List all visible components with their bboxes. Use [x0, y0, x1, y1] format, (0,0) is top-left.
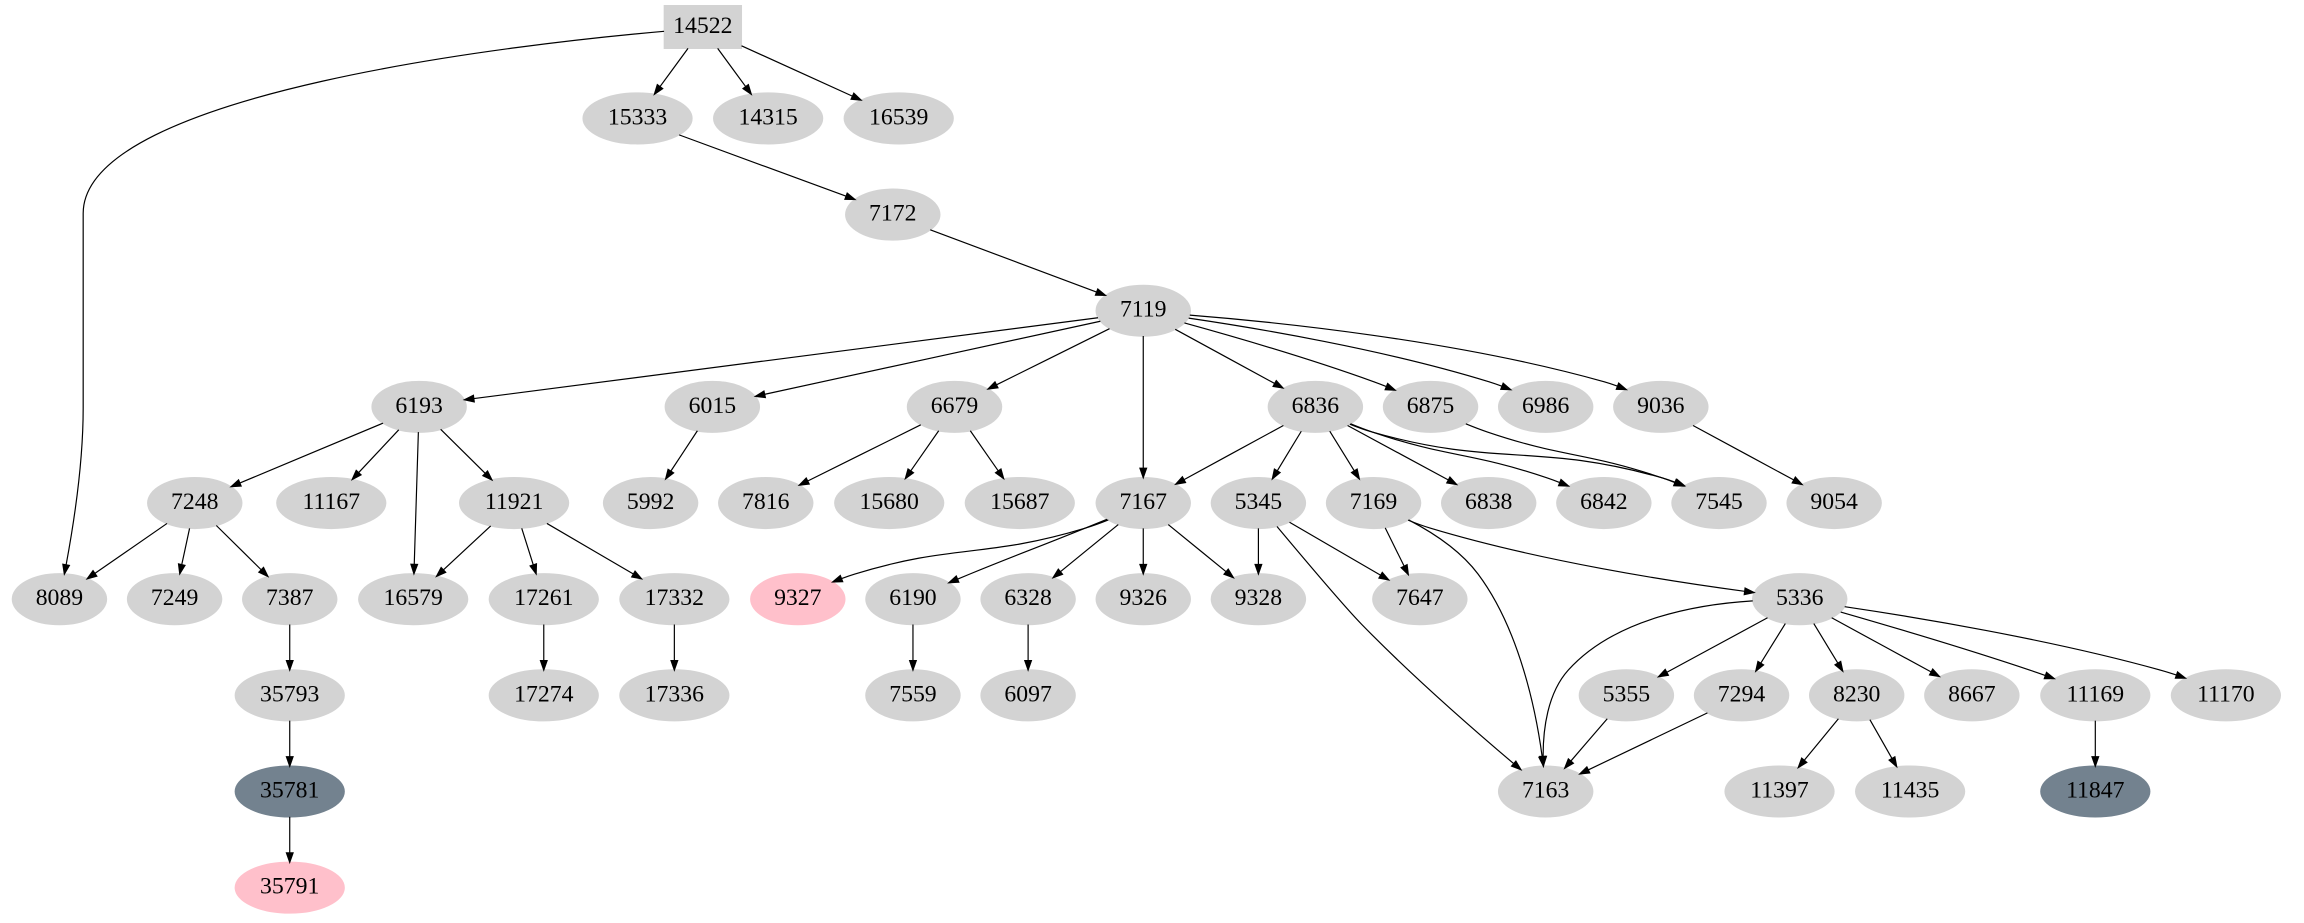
svg-text:5992: 5992: [627, 489, 674, 515]
svg-text:16539: 16539: [869, 104, 928, 130]
svg-text:11167: 11167: [302, 489, 360, 515]
svg-text:6838: 6838: [1465, 489, 1512, 515]
svg-text:15687: 15687: [990, 489, 1049, 515]
svg-text:7249: 7249: [151, 585, 198, 611]
svg-text:6875: 6875: [1407, 393, 1454, 419]
svg-text:17336: 17336: [645, 681, 704, 707]
svg-text:9054: 9054: [1810, 489, 1858, 515]
svg-text:8230: 8230: [1833, 681, 1880, 707]
svg-text:6986: 6986: [1522, 393, 1570, 419]
svg-text:7559: 7559: [889, 681, 936, 707]
svg-text:7816: 7816: [742, 489, 790, 515]
svg-text:8089: 8089: [36, 585, 83, 611]
svg-text:6679: 6679: [931, 393, 978, 419]
svg-text:35793: 35793: [260, 681, 319, 707]
svg-text:7163: 7163: [1522, 777, 1569, 803]
svg-text:5345: 5345: [1235, 489, 1282, 515]
svg-text:9036: 9036: [1637, 393, 1685, 419]
svg-text:35791: 35791: [260, 874, 319, 900]
svg-text:15333: 15333: [608, 104, 667, 130]
svg-text:6190: 6190: [889, 585, 936, 611]
svg-text:9327: 9327: [774, 585, 822, 611]
svg-text:9326: 9326: [1120, 585, 1168, 611]
svg-text:7545: 7545: [1695, 489, 1742, 515]
svg-text:6842: 6842: [1580, 489, 1627, 515]
svg-text:6193: 6193: [395, 393, 442, 419]
svg-text:7294: 7294: [1718, 681, 1766, 707]
svg-text:14522: 14522: [673, 13, 732, 39]
svg-text:15680: 15680: [860, 489, 919, 515]
svg-text:17274: 17274: [514, 681, 573, 707]
svg-text:5355: 5355: [1603, 681, 1650, 707]
svg-text:6015: 6015: [689, 393, 736, 419]
svg-text:17332: 17332: [645, 585, 704, 611]
svg-text:11921: 11921: [485, 489, 543, 515]
svg-text:17261: 17261: [514, 585, 573, 611]
svg-text:6097: 6097: [1004, 681, 1052, 707]
svg-text:7172: 7172: [869, 201, 916, 227]
svg-text:5336: 5336: [1776, 585, 1824, 611]
svg-text:7169: 7169: [1350, 489, 1397, 515]
svg-text:16579: 16579: [384, 585, 443, 611]
svg-text:7647: 7647: [1396, 585, 1444, 611]
svg-text:9328: 9328: [1235, 585, 1282, 611]
svg-text:6328: 6328: [1004, 585, 1051, 611]
svg-text:11435: 11435: [1881, 777, 1939, 803]
svg-text:8667: 8667: [1948, 681, 1996, 707]
svg-text:11847: 11847: [2066, 777, 2125, 803]
svg-text:11169: 11169: [2067, 681, 2125, 707]
svg-text:35781: 35781: [260, 777, 319, 803]
svg-text:11170: 11170: [2197, 681, 2255, 707]
svg-text:11397: 11397: [1750, 777, 1809, 803]
svg-text:7167: 7167: [1120, 489, 1168, 515]
svg-text:7248: 7248: [171, 489, 218, 515]
svg-text:14315: 14315: [738, 104, 797, 130]
svg-text:7387: 7387: [266, 585, 314, 611]
svg-text:6836: 6836: [1292, 393, 1340, 419]
svg-text:7119: 7119: [1120, 297, 1167, 323]
